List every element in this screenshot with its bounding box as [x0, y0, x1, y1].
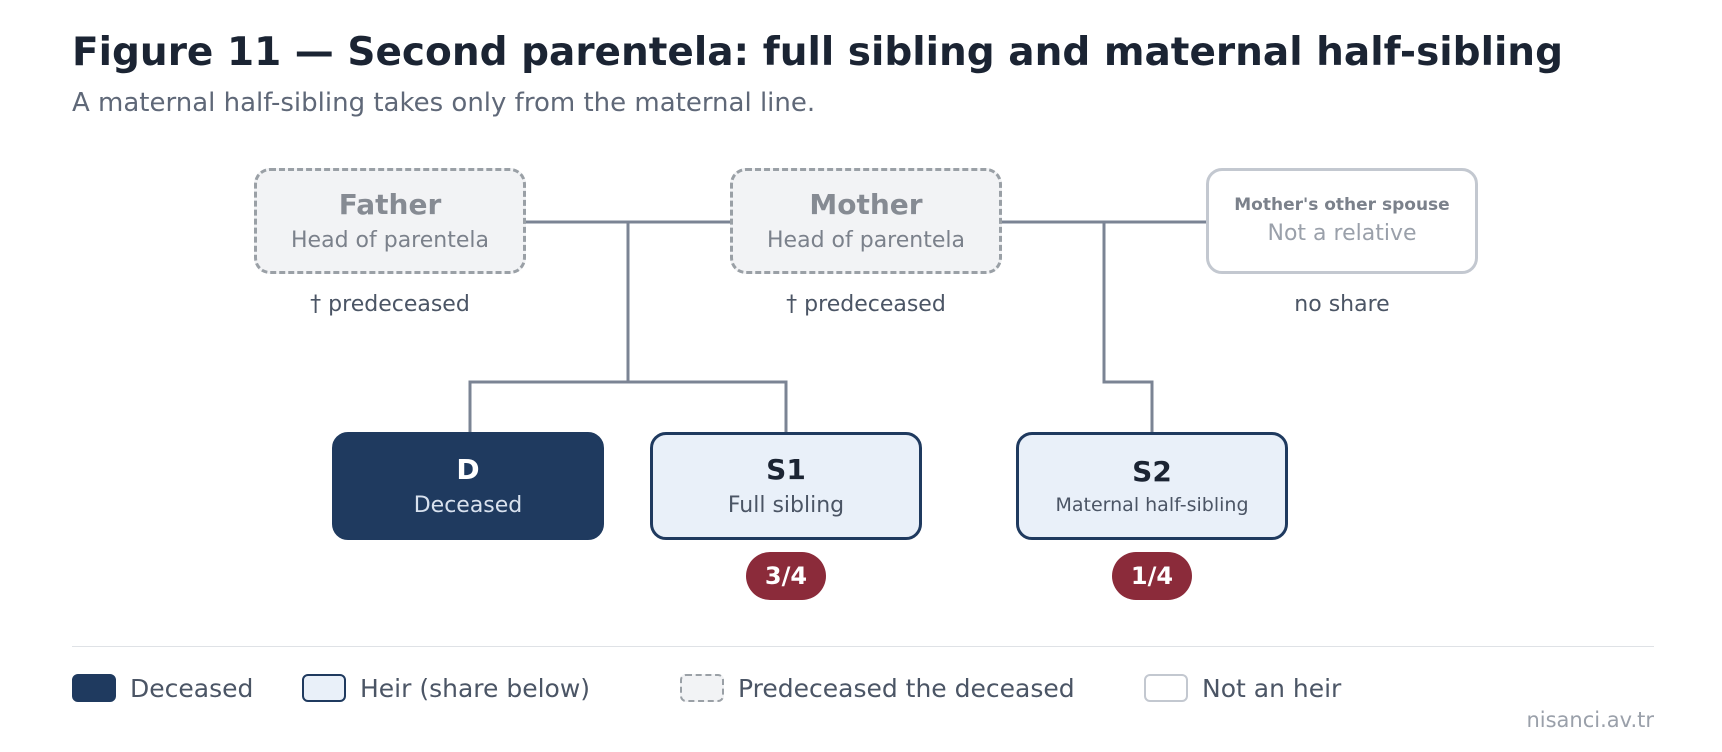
legend-item-deceased: Deceased: [72, 672, 253, 704]
legend-label-not-heir: Not an heir: [1202, 673, 1342, 703]
legend-label-predeceased: Predeceased the deceased: [738, 673, 1075, 703]
mother-name: Mother: [809, 188, 923, 221]
legend-swatch-heir: [302, 674, 346, 702]
legend-swatch-predeceased: [680, 674, 724, 702]
s2-name: S2: [1132, 454, 1172, 488]
figure-title: Figure 11 — Second parentela: full sibli…: [72, 30, 1563, 75]
legend-label-deceased: Deceased: [130, 673, 254, 703]
father-note: † predeceased: [310, 292, 470, 317]
father-role: Head of parentela: [291, 227, 489, 253]
mother-node: Mother Head of parentela: [730, 168, 1002, 274]
legend-swatch-deceased: [72, 674, 116, 702]
s2-share-badge: 1/4: [1112, 552, 1192, 600]
figure-subtitle: A maternal half-sibling takes only from …: [72, 88, 816, 118]
mothers-other-spouse-role: Not a relative: [1267, 221, 1417, 246]
mother-role: Head of parentela: [767, 227, 965, 253]
s1-name: S1: [766, 453, 806, 486]
legend-divider: [72, 646, 1654, 647]
legend-item-predeceased: Predeceased the deceased: [680, 672, 1075, 704]
s2-role: Maternal half-sibling: [1055, 494, 1249, 517]
s1-share-badge: 3/4: [746, 552, 826, 600]
mother-note: † predeceased: [786, 292, 946, 317]
father-node: Father Head of parentela: [254, 168, 526, 274]
mothers-other-spouse-name: Mother's other spouse: [1234, 194, 1450, 215]
legend-swatch-not-heir: [1144, 674, 1188, 702]
legend-item-not-heir: Not an heir: [1144, 672, 1341, 704]
s2-node: S2 Maternal half-sibling: [1016, 432, 1288, 540]
legend-label-heir: Heir (share below): [360, 673, 591, 703]
s1-node: S1 Full sibling: [650, 432, 922, 540]
mothers-other-spouse-note: no share: [1294, 292, 1390, 317]
legend-item-heir: Heir (share below): [302, 672, 590, 704]
father-name: Father: [338, 188, 442, 221]
credit-text: nisanci.av.tr: [1526, 708, 1654, 732]
deceased-node: D Deceased: [332, 432, 604, 540]
deceased-role: Deceased: [413, 492, 523, 518]
deceased-name: D: [456, 453, 480, 486]
mothers-other-spouse-node: Mother's other spouse Not a relative: [1206, 168, 1478, 274]
s1-role: Full sibling: [727, 492, 845, 518]
